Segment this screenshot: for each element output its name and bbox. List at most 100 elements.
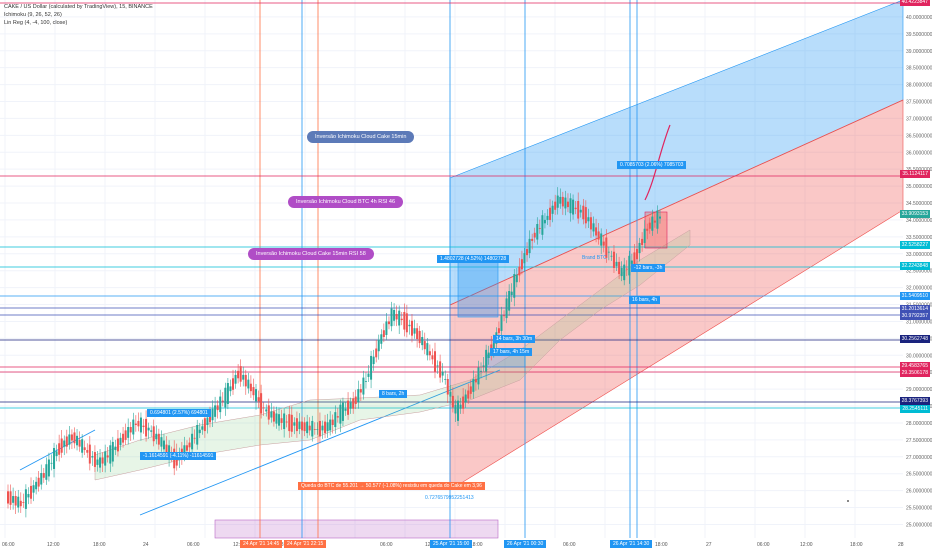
candle-body bbox=[615, 261, 618, 266]
candle-body bbox=[242, 374, 245, 380]
bars-tag-1[interactable]: 8 bars, 2h bbox=[379, 390, 408, 398]
candle-body bbox=[76, 435, 79, 446]
annotation-bubble-cake-15min[interactable]: Inversão Ichimoku Cloud Cake 15min bbox=[307, 131, 415, 143]
legend-ichimoku: Ichimoku (9, 26, 52, 26) bbox=[4, 12, 62, 18]
candle-body bbox=[541, 215, 544, 235]
candle-body bbox=[531, 238, 534, 241]
candle-body bbox=[234, 374, 237, 384]
candle-body bbox=[515, 274, 518, 283]
candle-body bbox=[561, 196, 564, 207]
candle-body bbox=[566, 201, 569, 208]
y-tick-label: 34.5000000 bbox=[906, 201, 932, 207]
candle-body bbox=[457, 400, 460, 421]
bars-tag-4[interactable]: -12 bars, -3h bbox=[631, 264, 666, 272]
candle-body bbox=[423, 341, 426, 350]
candle-body bbox=[252, 387, 255, 396]
candle-body bbox=[272, 411, 275, 422]
bars-tag-2[interactable]: 14 bars, 3h 30m bbox=[493, 335, 536, 343]
candle-body bbox=[255, 389, 258, 402]
candle-body bbox=[262, 407, 265, 409]
candle-body bbox=[326, 422, 329, 432]
candle-body bbox=[454, 404, 457, 414]
candle-body bbox=[602, 241, 605, 246]
y-tick-label: 28.0000000 bbox=[906, 421, 932, 427]
y-tick-label: 27.0000000 bbox=[906, 455, 932, 461]
annotation-bubble-btc-4h[interactable]: Inversão Ichimoku Cloud BTC 4h RSI 46 bbox=[288, 196, 404, 208]
measure-tag-3[interactable]: 1.4802728 (4.52%) 14802728 bbox=[437, 255, 510, 263]
candle-body bbox=[283, 413, 286, 430]
candle-body bbox=[221, 400, 224, 402]
candle-body bbox=[270, 411, 273, 418]
price-label: 31.2013614 bbox=[899, 305, 930, 313]
y-tick-label: 37.5000000 bbox=[906, 100, 932, 106]
candle-body bbox=[40, 473, 43, 485]
candle-body bbox=[7, 491, 9, 504]
candle-body bbox=[142, 425, 145, 428]
measure-tag-4[interactable]: 0.7085703 (2.06%) 7085703 bbox=[617, 161, 687, 169]
candle-body bbox=[352, 398, 355, 409]
candle-body bbox=[9, 491, 12, 505]
candle-body bbox=[554, 201, 557, 210]
candle-body bbox=[42, 473, 45, 478]
candle-body bbox=[32, 485, 35, 493]
candle-body bbox=[50, 462, 53, 464]
y-tick-label: 27.5000000 bbox=[906, 438, 932, 444]
candle-body bbox=[14, 496, 17, 506]
measure-tag-2[interactable]: -1.1614591 (-4.11%) -11614591 bbox=[140, 452, 217, 460]
candle-body bbox=[651, 216, 654, 231]
bars-tag-3[interactable]: 17 bars, 4h 15m bbox=[490, 348, 533, 356]
candle-body bbox=[37, 477, 40, 487]
candle-body bbox=[480, 370, 483, 372]
candle-body bbox=[336, 416, 339, 418]
y-tick-label: 38.5000000 bbox=[906, 66, 932, 72]
candle-body bbox=[382, 330, 385, 338]
candle-body bbox=[280, 418, 283, 423]
candle-body bbox=[293, 422, 296, 426]
candle-body bbox=[129, 427, 132, 433]
candle-body bbox=[27, 494, 30, 498]
y-tick-label: 37.0000000 bbox=[906, 116, 932, 122]
candle-body bbox=[226, 383, 229, 405]
y-tick-label: 29.0000000 bbox=[906, 387, 932, 393]
time-axis-label: 27 bbox=[706, 542, 712, 548]
bars-tag-5[interactable]: 16 bars, 4h bbox=[629, 296, 661, 304]
candle-body bbox=[183, 445, 186, 457]
candle-body bbox=[91, 456, 94, 458]
candle-body bbox=[582, 205, 585, 220]
candle-body bbox=[451, 395, 454, 408]
annotation-note-btc-drop[interactable]: Queda do BTC de 55.201 → 50.577 (-1.08%)… bbox=[298, 482, 485, 490]
candle-body bbox=[73, 432, 76, 444]
candle-body bbox=[247, 379, 250, 389]
channel-mid-line bbox=[449, 99, 904, 306]
candle-body bbox=[53, 447, 56, 469]
time-axis-label: 06:00 bbox=[380, 542, 393, 548]
legend-linreg: Lin Reg (4, -4, 100, close) bbox=[4, 20, 68, 26]
candle-body bbox=[523, 253, 526, 264]
candle-body bbox=[367, 373, 370, 377]
candle-body bbox=[508, 290, 511, 311]
candle-body bbox=[198, 429, 201, 434]
candle-body bbox=[311, 420, 314, 437]
candle-body bbox=[633, 252, 636, 266]
y-tick-label: 26.5000000 bbox=[906, 472, 932, 478]
candle-body bbox=[45, 464, 48, 480]
candle-body bbox=[188, 442, 191, 448]
measure-tag-1[interactable]: 0.694801 (2.57%) 694801 bbox=[147, 409, 211, 417]
candle-body bbox=[321, 425, 324, 431]
candle-body bbox=[168, 445, 171, 459]
candle-body bbox=[109, 445, 112, 464]
y-tick-label: 39.0000000 bbox=[906, 49, 932, 55]
annotation-bubble-cake-rsi[interactable]: Inversão Ichimoku Cloud Cake 15min RSI 5… bbox=[248, 248, 374, 260]
candle-body bbox=[334, 412, 337, 428]
candle-body bbox=[469, 386, 472, 394]
candle-body bbox=[449, 391, 452, 397]
time-axis-label: 18:00 bbox=[470, 542, 483, 548]
candle-body bbox=[101, 457, 104, 464]
y-tick-label: 32.0000000 bbox=[906, 286, 932, 292]
y-tick-label: 26.0000000 bbox=[906, 489, 932, 495]
candle-body bbox=[487, 352, 490, 358]
candle-body bbox=[239, 366, 242, 382]
candle-body bbox=[395, 314, 398, 320]
candle-body bbox=[607, 251, 610, 253]
